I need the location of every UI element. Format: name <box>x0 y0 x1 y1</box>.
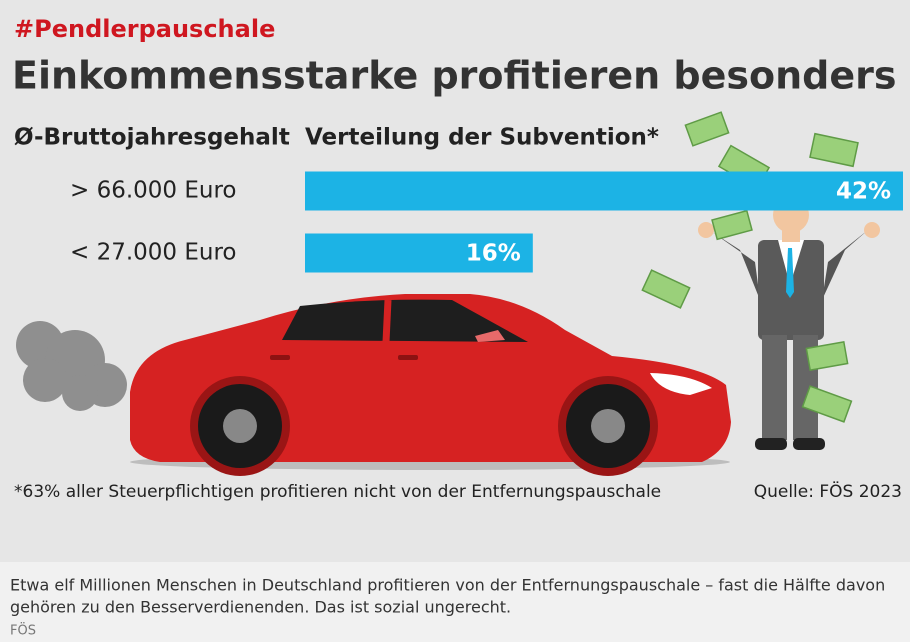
chart-title: Einkommensstarke profitieren besonders <box>12 54 897 98</box>
value-label: 42% <box>836 179 891 205</box>
car <box>130 294 731 476</box>
smoke <box>16 321 127 411</box>
bar <box>305 233 533 273</box>
hashtag: #Pendlerpauschale <box>14 15 275 43</box>
value-label: 16% <box>466 241 521 267</box>
value-header: Verteilung der Subvention* <box>305 125 659 151</box>
caption-line: Etwa elf Millionen Menschen in Deutschla… <box>10 576 885 595</box>
bar <box>305 171 903 211</box>
category-label: < 27.000 Euro <box>70 240 237 266</box>
category-header: Ø-Bruttojahresgehalt <box>14 125 290 151</box>
footnote: *63% aller Steuerpflichtigen profitieren… <box>14 482 661 502</box>
source: Quelle: FÖS 2023 <box>754 480 902 502</box>
businessman <box>698 192 880 450</box>
credit: FÖS <box>10 622 36 639</box>
caption-line: gehören zu den Besserverdienenden. Das i… <box>10 598 511 617</box>
category-label: > 66.000 Euro <box>70 178 237 204</box>
